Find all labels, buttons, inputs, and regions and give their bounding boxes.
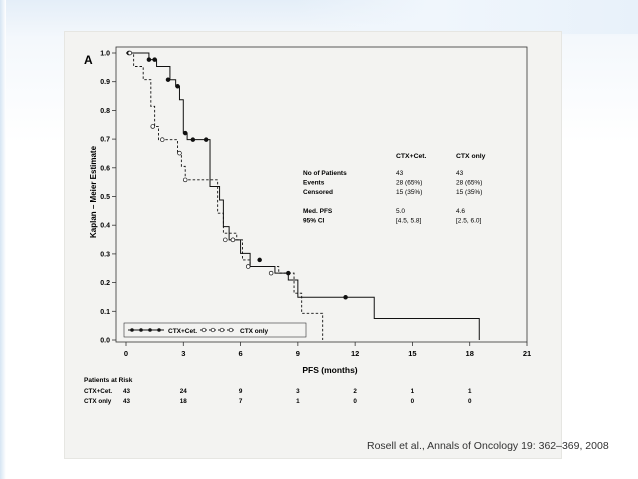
legend-marker-ctx-only-3 [220,328,224,332]
x-tick-label-5: 15 [408,349,416,358]
censor-point-ctx-only-4 [183,178,187,182]
y-tick-label-5: 0.5 [100,194,110,201]
km-chart: A 0.0 0.1 0.2 0.3 0.4 0.5 0.6 0.7 0.8 0.9 1.0 0 3 6 9… [0,0,638,479]
x-tick-label-6: 18 [466,349,474,358]
risk-row-n-1: 43 [123,398,131,405]
legend-marker-ctx-only-4 [229,328,233,332]
y-tick-label-4: 0.4 [100,223,110,230]
y-tick-label-3: 0.3 [100,251,110,258]
risk-value-0-0: 24 [180,388,188,395]
summary-cell-1-2: 28 (65%) [456,180,482,187]
x-tick-label-0: 0 [124,349,128,358]
x-tick-label-1: 3 [181,349,185,358]
censor-point-ctx-only-8 [269,271,273,275]
legend-marker-ctx-cet-2 [139,328,143,332]
summary-cell-0-0: No of Patients [303,170,347,177]
risk-value-0-3: 2 [353,388,357,395]
legend: CTX+Cet. CTX only [124,323,306,337]
summary-cell-4-1: 5.0 [396,208,405,215]
censor-point-ctx-only-6 [231,238,235,242]
summary-table: CTX+Cet. CTX only No of Patients 43 43 Events… [303,153,486,225]
y-tick-label-10: 1.0 [100,51,110,58]
censor-point-ctx-only-2 [160,138,164,142]
legend-marker-ctx-cet-3 [148,328,152,332]
x-tick-label-3: 9 [296,349,300,358]
legend-label-ctx-only: CTX only [240,328,269,335]
y-tick-label-6: 0.6 [100,165,110,172]
risk-table: Patients at Risk CTX+Cet. 43 24 9 3 2 1 1 CTX on… [84,377,472,405]
summary-cell-4-2: 4.6 [456,208,465,215]
x-tick-label-7: 21 [523,349,531,358]
legend-marker-ctx-cet-1 [130,328,134,332]
censor-point-ctx-cet-11 [344,295,348,299]
panel-label: A [84,53,93,67]
y-axis-label: Kaplan – Meier Estimate [89,145,98,238]
summary-cell-0-1: 43 [396,170,404,177]
summary-cell-5-2: [2.5, 6.0] [456,218,481,225]
y-axis: 0.0 0.1 0.2 0.3 0.4 0.5 0.6 0.7 0.8 0.9 1.0 [100,51,116,345]
summary-cell-4-0: Med. PFS [303,208,333,215]
legend-marker-ctx-only-2 [211,328,215,332]
series-line-ctx-cet [126,53,479,340]
censor-point-ctx-cet-4 [176,84,180,88]
summary-cell-1-0: Events [303,180,325,187]
risk-row-label-1: CTX only [84,398,112,405]
summary-cell-1-1: 28 (65%) [396,180,422,187]
censor-point-ctx-cet-7 [204,138,208,142]
risk-value-1-1: 7 [239,398,243,405]
censor-point-ctx-cet-5 [183,131,187,135]
legend-marker-ctx-only-1 [202,328,206,332]
summary-cell-2-0: Censored [303,189,333,196]
x-tick-label-2: 6 [238,349,242,358]
risk-value-1-2: 1 [296,398,300,405]
censor-point-ctx-only-5 [223,238,227,242]
y-tick-label-7: 0.7 [100,137,110,144]
summary-header-1: CTX+Cet. [396,153,427,160]
citation: Rosell et al., Annals of Oncology 19: 36… [367,440,609,452]
risk-value-1-5: 0 [468,398,472,405]
risk-value-0-2: 3 [296,388,300,395]
legend-marker-ctx-cet-4 [157,328,161,332]
y-tick-label-1: 0.1 [100,309,110,316]
censor-point-ctx-only-1 [151,125,155,129]
summary-cell-5-0: 95% CI [303,218,325,225]
summary-cell-0-2: 43 [456,170,464,177]
risk-value-0-1: 9 [239,388,243,395]
risk-row-label-0: CTX+Cet. [84,388,112,395]
censor-point-ctx-cet-2 [153,58,157,62]
series-line-ctx-only [126,53,323,340]
y-tick-label-0: 0.0 [100,338,110,345]
y-tick-label-9: 0.9 [100,79,110,86]
censor-point-ctx-cet-3 [166,78,170,82]
risk-value-1-4: 0 [411,398,415,405]
risk-value-0-5: 1 [468,388,472,395]
censor-point-ctx-only-7 [246,265,250,269]
risk-table-title: Patients at Risk [84,377,133,384]
y-tick-label-8: 0.8 [100,108,110,115]
risk-row-n-0: 43 [123,388,131,395]
summary-header-2: CTX only [456,153,486,160]
summary-cell-5-1: [4.5, 5.8] [396,218,421,225]
censor-point-ctx-cet-9 [258,258,262,262]
x-axis-label: PFS (months) [302,365,357,375]
summary-cell-2-1: 15 (35%) [396,189,422,196]
legend-label-ctx-cet: CTX+Cet. [168,328,197,335]
risk-value-0-4: 1 [411,388,415,395]
summary-cell-2-2: 15 (35%) [456,189,482,196]
risk-value-1-3: 0 [353,398,357,405]
censor-point-ctx-cet-1 [147,58,151,62]
y-tick-label-2: 0.2 [100,280,110,287]
risk-value-1-0: 18 [180,398,188,405]
x-tick-label-4: 12 [351,349,359,358]
censor-point-ctx-cet-6 [191,138,195,142]
censor-point-ctx-only-3 [178,151,182,155]
x-axis: 0 3 6 9 12 15 18 21 [124,342,531,358]
censor-point-ctx-only-0 [128,51,132,55]
